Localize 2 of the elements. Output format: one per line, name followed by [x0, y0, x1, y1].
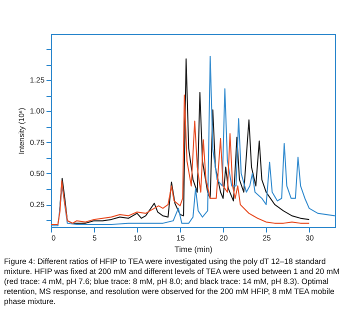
line-series — [50, 94, 310, 226]
x-axis-title: Time (min) — [174, 245, 213, 254]
